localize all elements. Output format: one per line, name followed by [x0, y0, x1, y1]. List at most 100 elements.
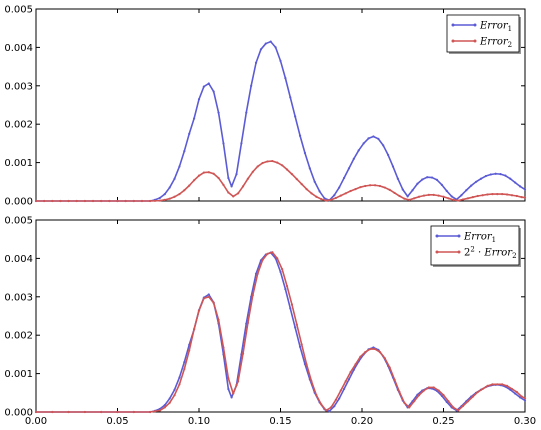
series-point-1	[406, 195, 409, 198]
series-point-1	[450, 195, 453, 198]
series-point-2	[320, 403, 323, 406]
series-point-2	[256, 165, 259, 168]
series-point-1	[504, 174, 507, 177]
series-point-1	[338, 186, 341, 189]
series-point-1	[254, 272, 258, 275]
series-point-2	[378, 351, 382, 354]
series-point-2	[140, 199, 144, 203]
series-point-2	[295, 323, 298, 326]
series-point-2	[168, 401, 171, 404]
series-point-2	[515, 390, 518, 394]
series-point-1	[254, 61, 258, 64]
series-point-2	[193, 327, 196, 331]
series-point-1	[484, 174, 487, 178]
series-point-2	[34, 199, 38, 203]
series-line-1	[36, 40, 526, 202]
y-tick-label: 0.004	[4, 43, 33, 54]
series-point-1	[396, 177, 399, 180]
series-point-2	[295, 178, 298, 181]
series-point-2	[246, 321, 249, 325]
series-point-2	[212, 172, 215, 175]
series-point-2	[315, 195, 318, 198]
x-tick-label: 0.10	[188, 416, 210, 427]
series-point-1	[222, 142, 225, 145]
series-point-1	[178, 165, 181, 168]
series-point-1	[509, 177, 512, 180]
legend-marker	[457, 250, 461, 254]
series-point-1	[163, 403, 166, 407]
series-point-2	[442, 195, 445, 198]
series-point-1	[338, 397, 341, 400]
series-point-1	[519, 396, 522, 399]
series-point-2	[457, 409, 460, 412]
series-point-1	[173, 388, 176, 391]
series-point-2	[173, 195, 176, 198]
series-point-1	[259, 48, 263, 51]
series-point-1	[357, 149, 360, 152]
series-point-2	[354, 188, 357, 191]
series-point-1	[523, 188, 527, 191]
series-point-2	[520, 395, 523, 398]
series-point-2	[310, 380, 313, 383]
y-tick-label: 0.005	[4, 216, 33, 227]
series-point-2	[285, 168, 289, 171]
series-point-2	[466, 400, 470, 403]
series-point-2	[266, 160, 269, 163]
series-point-1	[240, 353, 243, 356]
series-point-2	[222, 183, 225, 186]
series-point-2	[100, 199, 103, 203]
series-point-1	[372, 346, 375, 349]
y-tick-label: 0.003	[4, 81, 33, 92]
series-point-2	[227, 191, 230, 194]
legend-box	[430, 225, 520, 266]
series-point-1	[212, 90, 215, 93]
y-tick-label: 0.000	[4, 197, 33, 208]
series-point-2	[452, 406, 455, 409]
series-point-2	[437, 389, 440, 392]
series-point-2	[501, 192, 504, 196]
series-point-1	[440, 183, 443, 186]
series-point-2	[222, 346, 225, 349]
series-point-2	[393, 191, 396, 195]
series-point-1	[333, 405, 336, 408]
series-point-1	[289, 96, 292, 99]
series-point-1	[499, 173, 502, 176]
series-point-2	[325, 199, 328, 202]
series-point-2	[232, 392, 235, 395]
series-point-2	[320, 197, 323, 201]
series-point-2	[158, 409, 161, 412]
y-tick-label: 0.002	[4, 120, 33, 131]
series-point-1	[269, 40, 272, 43]
series-point-1	[489, 173, 492, 176]
series-point-2	[408, 406, 411, 409]
series-point-2	[271, 251, 274, 254]
series-point-1	[445, 189, 448, 193]
series-point-2	[339, 194, 342, 197]
series-point-1	[514, 181, 517, 184]
series-point-2	[359, 186, 362, 189]
series-point-1	[411, 189, 414, 192]
series-point-2	[378, 184, 382, 188]
chart-panel-2: 0.000 0.001 0.002 0.003 0.004 0.005 0.00 0.05 0.…	[4, 216, 536, 428]
series-point-2	[212, 301, 215, 305]
series-point-2	[163, 198, 166, 201]
series-point-2	[505, 193, 509, 196]
series-point-2	[75, 199, 78, 203]
series-point-1	[347, 167, 351, 170]
series-point-1	[313, 180, 316, 183]
legend-marker	[435, 234, 439, 238]
series-point-2	[178, 383, 181, 386]
y-tick-label: 0.005	[4, 5, 33, 16]
series-point-2	[305, 363, 308, 366]
series-point-1	[514, 392, 517, 395]
series-point-2	[349, 189, 352, 193]
y-tick-label: 0.002	[4, 331, 33, 342]
series-point-1	[163, 192, 166, 196]
series-point-2	[329, 406, 333, 409]
series-point-2	[227, 377, 230, 380]
series-point-2	[276, 161, 279, 164]
series-point-1	[230, 396, 233, 399]
series-line-1	[36, 251, 526, 413]
series-point-1	[342, 176, 346, 180]
